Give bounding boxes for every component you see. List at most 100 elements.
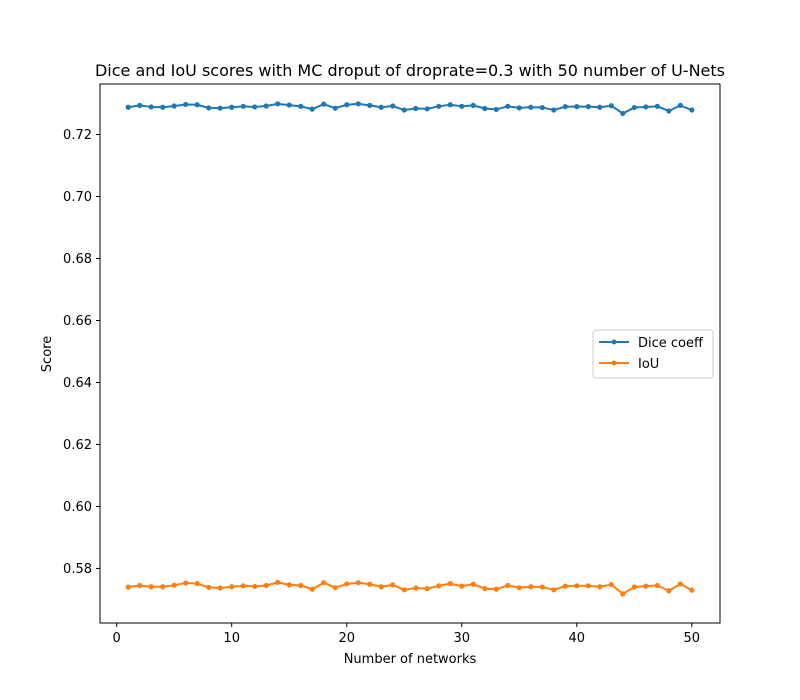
data-point-iou	[539, 584, 545, 590]
data-point-iou	[125, 584, 131, 590]
data-point-dice	[390, 103, 396, 109]
legend-entry-iou: IoU	[638, 357, 659, 372]
data-point-dice	[620, 110, 626, 117]
data-point-dice	[217, 105, 223, 111]
data-point-iou	[378, 584, 384, 590]
data-point-iou	[344, 581, 350, 587]
data-point-dice	[171, 103, 177, 109]
data-point-dice	[666, 108, 672, 114]
data-point-iou	[286, 582, 292, 588]
data-point-dice	[482, 105, 488, 112]
data-point-iou	[355, 580, 361, 586]
data-point-dice	[137, 102, 143, 108]
data-point-iou	[643, 583, 649, 589]
data-point-iou	[562, 583, 568, 589]
y-tick-label: 0.58	[63, 562, 92, 577]
data-point-iou	[608, 581, 614, 588]
data-point-iou	[194, 581, 200, 587]
data-point-dice	[367, 102, 373, 108]
data-point-dice	[378, 104, 384, 110]
x-tick-label: 40	[569, 631, 586, 646]
data-point-iou	[528, 584, 534, 590]
data-point-dice	[539, 104, 545, 111]
x-tick-label: 30	[453, 631, 470, 646]
y-tick-label: 0.62	[63, 438, 92, 453]
data-point-iou	[148, 584, 154, 590]
data-point-dice	[505, 103, 511, 109]
y-tick-label: 0.64	[63, 376, 92, 391]
data-point-iou	[459, 583, 465, 589]
x-tick-label: 0	[113, 631, 121, 646]
data-point-dice	[401, 107, 407, 113]
data-point-dice	[654, 103, 660, 109]
y-tick-label: 0.68	[63, 252, 92, 267]
data-point-iou	[206, 584, 212, 590]
data-point-iou	[470, 581, 476, 587]
data-point-dice	[252, 104, 258, 110]
data-point-iou	[263, 582, 269, 589]
data-point-dice	[574, 104, 580, 110]
legend-marker-dice	[611, 339, 617, 345]
series-layer	[125, 101, 695, 597]
data-point-iou	[137, 582, 143, 589]
data-point-dice	[332, 105, 338, 111]
data-point-iou	[298, 582, 304, 589]
data-point-iou	[689, 587, 695, 593]
data-point-iou	[240, 583, 246, 589]
data-point-iou	[482, 585, 488, 592]
chart-title: Dice and IoU scores with MC droput of dr…	[95, 61, 725, 80]
legend-entry-dice: Dice coeff	[638, 336, 704, 351]
y-tick-label: 0.60	[63, 500, 92, 515]
data-point-iou	[171, 582, 177, 588]
data-point-dice	[677, 102, 683, 108]
data-point-iou	[217, 585, 223, 591]
y-tick-label: 0.66	[63, 314, 92, 329]
data-point-iou	[252, 583, 258, 590]
legend-marker-iou	[611, 360, 617, 366]
x-tick-label: 20	[338, 631, 355, 646]
data-point-iou	[229, 584, 235, 590]
data-point-dice	[562, 104, 568, 110]
x-axis-label: Number of networks	[344, 652, 477, 667]
data-point-dice	[263, 103, 269, 109]
y-tick-label: 0.72	[63, 128, 92, 143]
data-point-iou	[551, 587, 557, 593]
series-line-iou	[128, 581, 693, 595]
data-point-dice	[470, 102, 476, 108]
data-point-iou	[493, 586, 499, 592]
data-point-dice	[321, 101, 327, 107]
data-point-dice	[447, 102, 453, 108]
data-point-dice	[160, 104, 166, 110]
legend: Dice coeff IoU	[592, 329, 714, 379]
data-point-dice	[148, 104, 154, 110]
data-point-iou	[367, 581, 373, 587]
data-point-dice	[516, 105, 522, 111]
data-point-iou	[666, 588, 672, 594]
data-point-iou	[654, 582, 660, 589]
data-point-dice	[424, 106, 430, 112]
data-point-iou	[401, 587, 407, 593]
data-point-iou	[183, 580, 189, 586]
data-point-dice	[355, 101, 361, 107]
data-point-dice	[194, 102, 200, 108]
data-point-dice	[344, 102, 350, 108]
data-point-iou	[413, 585, 419, 591]
data-point-dice	[689, 107, 695, 113]
data-point-dice	[551, 107, 557, 113]
x-tick-label: 50	[684, 631, 701, 646]
data-point-dice	[240, 103, 246, 109]
data-point-iou	[275, 579, 281, 585]
data-point-dice	[298, 103, 304, 109]
data-point-dice	[436, 103, 442, 109]
y-axis: 0.58 0.60 0.62 0.64 0.66 0.68 0.70 0.72	[63, 128, 100, 577]
data-point-dice	[229, 104, 235, 110]
x-axis: 0 10 20 30 40 50	[113, 623, 701, 646]
data-point-dice	[585, 104, 591, 110]
data-point-dice	[597, 104, 603, 110]
data-point-dice	[183, 101, 189, 108]
data-point-iou	[424, 585, 430, 592]
data-point-iou	[631, 584, 637, 590]
data-point-iou	[597, 584, 603, 590]
data-point-dice	[528, 104, 534, 110]
